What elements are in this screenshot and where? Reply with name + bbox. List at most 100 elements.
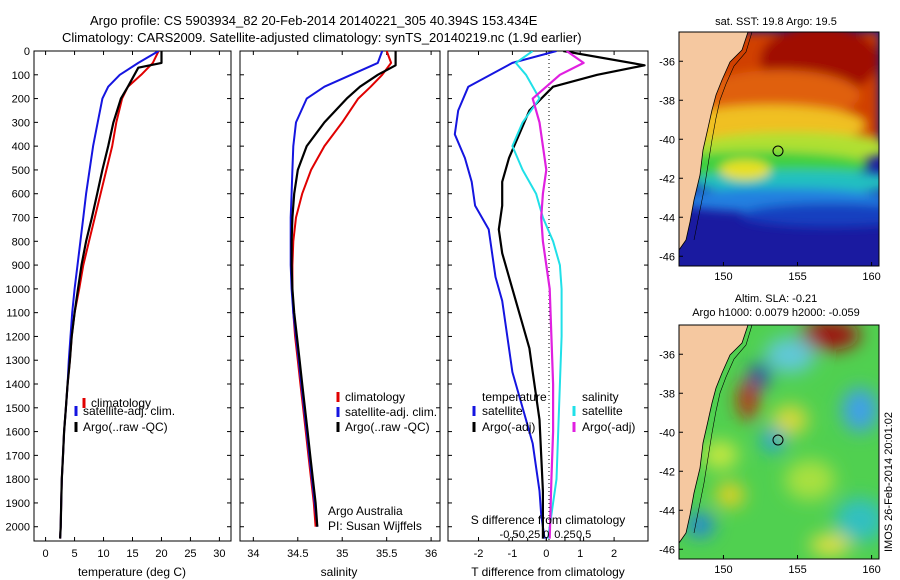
x-tick-label: 15 [126,548,138,560]
y-tick-label: 1000 [6,284,30,296]
legend-satellite-label: satellite-adj. clim. [345,405,437,419]
salinity-panel: 34 34.5 35 35.5 36 salinity climatology sate… [239,50,441,579]
legend-satellite-label: satellite-adj. clim. [83,404,175,418]
s-tick-label: -0.25 [515,529,540,541]
x-tick-label: -2 [474,548,484,560]
x-tick-label: 2 [611,548,617,560]
legend-argo-label: Argo(..raw -QC) [83,420,168,434]
series-line-argo [290,51,397,527]
map-x-tick-label: 150 [714,564,732,576]
x-tick-label: 30 [213,548,225,560]
x-tick-label: -1 [508,548,518,560]
map-y-tick-label: -44 [659,505,675,517]
sst-map-panel: sat. SST: 19.8 Argo: 19.5 150 155 160 -36 -3… [659,16,881,283]
legend-temperature-heading: temperature [482,390,547,404]
series-line-temperature-satellite [453,51,557,539]
sla-map-frame [678,324,880,560]
difference-axes-frame [447,50,649,542]
map-x-tick-label: 160 [862,271,880,283]
map-x-tick-label: 155 [788,564,806,576]
argo-location-marker [772,145,784,157]
series-line-temperature-argo [497,51,646,539]
y-tick-label: 100 [12,70,30,82]
temperature-legend: climatology satellite-adj. clim. Argo(..… [74,396,175,434]
legend-s-satellite-label: satellite [582,404,623,418]
map-y-tick-label: -36 [659,56,675,68]
y-tick-label: 1600 [6,427,30,439]
argo-australia-label: Argo Australia [328,504,403,518]
y-tick-label: 1300 [6,355,30,367]
s-tick-label: 0.5 [576,529,591,541]
difference-legend: temperature satellite Argo(-adj) salinit… [472,390,635,434]
series-line-salinity-argo [531,51,585,539]
sst-map-frame [678,31,880,267]
x-tick-label: 10 [97,548,109,560]
map-y-tick-label: -40 [659,427,675,439]
sla-map-title: Altim. SLA: -0.21 [735,293,818,305]
s-difference-label: S difference from climatology [471,513,626,527]
salinity-legend: climatology satellite-adj. clim. Argo(..… [336,390,437,434]
imos-timestamp-label: IMOS 26-Feb-2014 20:01:02 [883,412,895,552]
salinity-axes-frame [239,50,441,542]
pi-label: PI: Susan Wijffels [328,519,422,533]
x-tick-label: 1 [577,548,583,560]
y-tick-label: 1200 [6,331,30,343]
y-tick-label: 1900 [6,498,30,510]
temperature-axes-frame [33,50,232,542]
temperature-xlabel: temperature (deg C) [78,565,186,579]
sst-map-image [679,32,879,266]
x-tick-label: 0 [43,548,49,560]
y-tick-label: 800 [12,236,30,248]
x-tick-label: 34.5 [287,548,308,560]
map-y-tick-label: -42 [659,173,675,185]
map-y-tick-label: -38 [659,95,675,107]
header-title: Argo profile: CS 5903934_82 20-Feb-2014 … [90,13,538,28]
temperature-panel: 0100200300400500600700800900100011001200… [6,46,232,579]
map-y-tick-label: -38 [659,388,675,400]
y-tick-label: 1100 [6,308,30,320]
y-tick-label: 1500 [6,403,30,415]
legend-argo-label: Argo(..raw -QC) [345,420,430,434]
salinity-xlabel: salinity [321,565,358,579]
y-tick-label: 300 [12,117,30,129]
y-tick-label: 200 [12,94,30,106]
y-tick-label: 500 [12,165,30,177]
x-tick-label: 35 [336,548,348,560]
t-difference-xlabel: T difference from climatology [471,565,625,579]
legend-climatology-label: climatology [345,390,405,404]
x-tick-label: 0 [543,548,549,560]
sst-map-title: sat. SST: 19.8 Argo: 19.5 [715,16,837,28]
map-x-tick-label: 155 [788,271,806,283]
x-tick-label: 36 [425,548,437,560]
x-tick-label: 20 [155,548,167,560]
map-y-tick-label: -36 [659,349,675,361]
s-tick-label: 0 [543,529,549,541]
legend-t-argo-label: Argo(-adj) [482,420,535,434]
y-tick-label: 1400 [6,379,30,391]
y-tick-label: 1800 [6,474,30,486]
map-x-tick-label: 150 [714,271,732,283]
argo-location-marker [772,434,784,446]
legend-t-satellite-label: satellite [482,404,523,418]
map-y-tick-label: -42 [659,466,675,478]
map-x-tick-label: 160 [862,564,880,576]
header-subtitle: Climatology: CARS2009. Satellite-adjuste… [62,30,582,45]
y-tick-label: 1700 [6,450,30,462]
sla-map-panel: Altim. SLA: -0.21 Argo h1000: 0.0079 h20… [659,293,881,576]
legend-salinity-heading: salinity [582,390,619,404]
y-tick-label: 600 [12,189,30,201]
y-tick-label: 400 [12,141,30,153]
x-tick-label: 25 [184,548,196,560]
series-line-argo [59,51,163,539]
map-y-tick-label: -40 [659,134,675,146]
difference-panel: -2 -1 0 1 2 T difference from climatology S … [447,50,649,579]
legend-climatology-label: climatology [91,396,151,410]
x-tick-label: 35.5 [376,548,397,560]
map-y-tick-label: -44 [659,212,675,224]
y-tick-label: 0 [24,46,30,58]
sla-map-image [679,325,879,559]
y-tick-label: 2000 [6,522,30,534]
map-y-tick-label: -46 [659,544,675,556]
x-tick-label: 5 [71,548,77,560]
